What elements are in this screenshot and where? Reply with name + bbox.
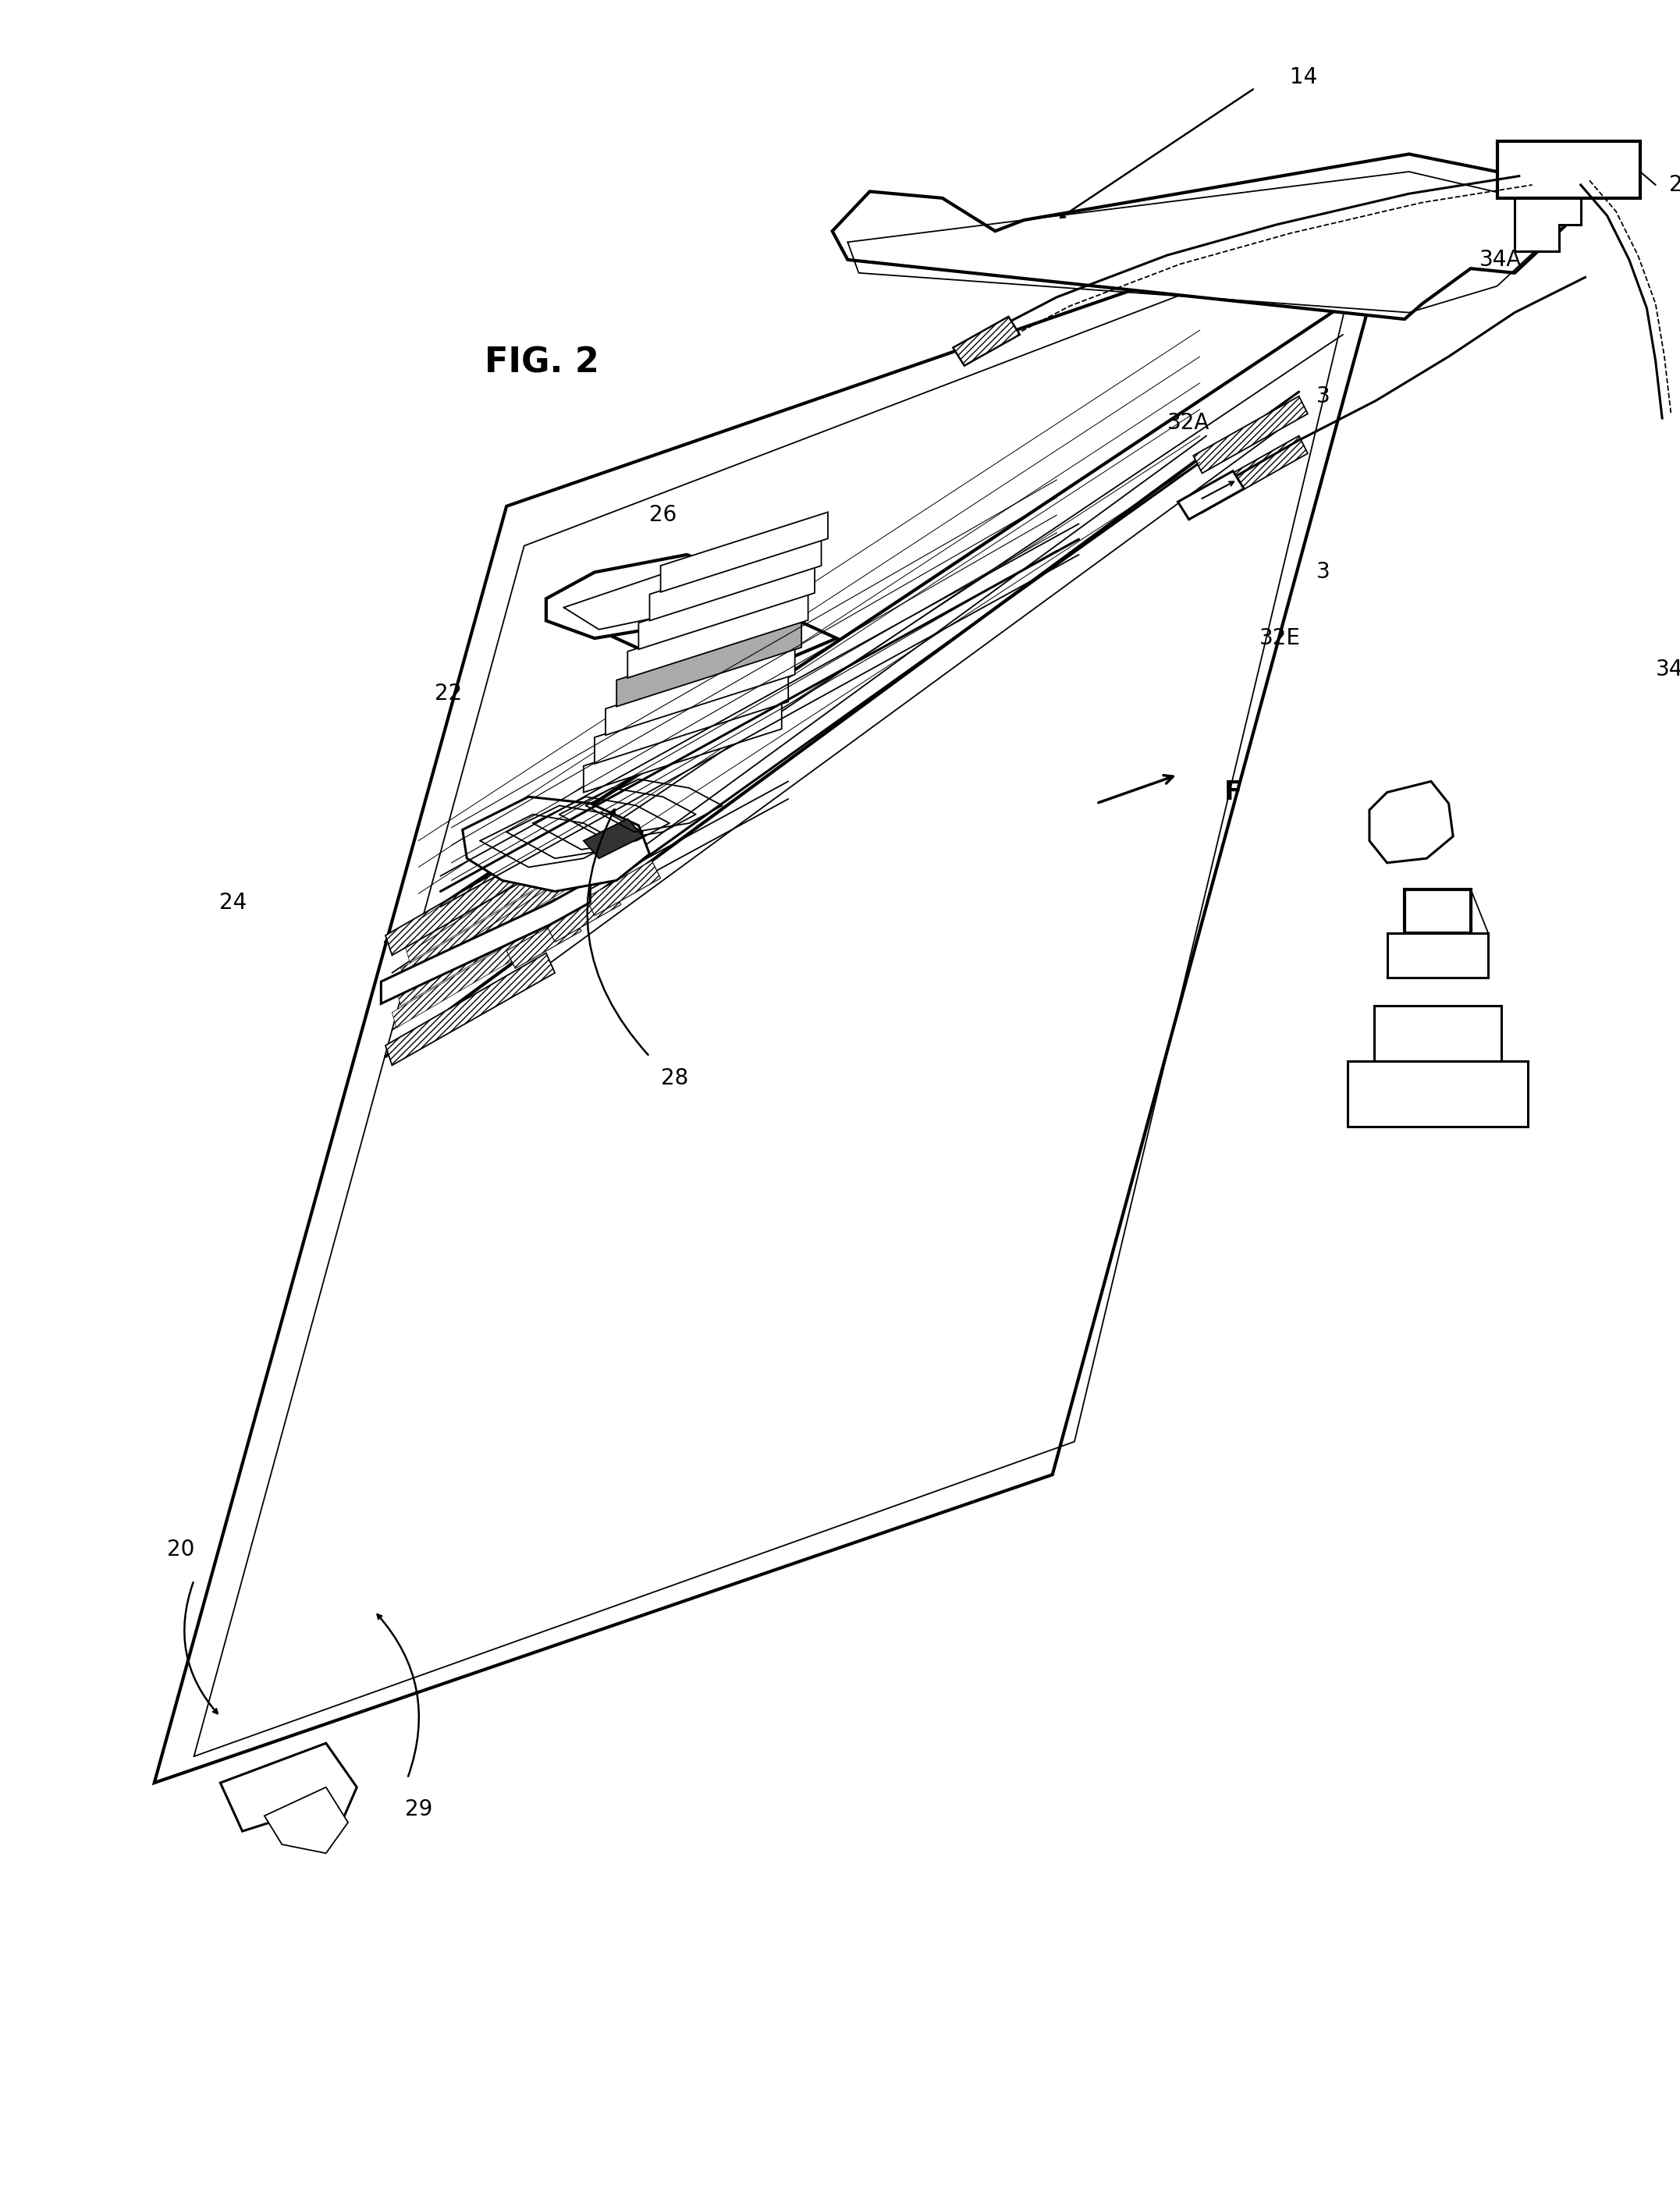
Polygon shape bbox=[832, 154, 1581, 319]
Text: 14: 14 bbox=[1290, 66, 1317, 88]
Polygon shape bbox=[638, 566, 815, 649]
Polygon shape bbox=[220, 1743, 356, 1838]
Polygon shape bbox=[953, 317, 1020, 365]
Text: F: F bbox=[1225, 779, 1242, 806]
Polygon shape bbox=[605, 647, 795, 735]
Polygon shape bbox=[1193, 436, 1307, 513]
Polygon shape bbox=[568, 568, 837, 687]
Text: 34E: 34E bbox=[1655, 658, 1680, 680]
Polygon shape bbox=[595, 676, 788, 764]
Polygon shape bbox=[660, 513, 828, 592]
Text: 20: 20 bbox=[166, 1538, 195, 1561]
Polygon shape bbox=[1369, 781, 1453, 863]
Polygon shape bbox=[1178, 471, 1243, 519]
Polygon shape bbox=[617, 621, 801, 707]
Polygon shape bbox=[1347, 1061, 1527, 1127]
Polygon shape bbox=[650, 539, 822, 621]
Polygon shape bbox=[391, 920, 554, 1028]
Text: 26: 26 bbox=[650, 504, 677, 526]
Text: 3: 3 bbox=[1317, 561, 1331, 583]
Polygon shape bbox=[462, 797, 650, 891]
Text: 22: 22 bbox=[435, 682, 462, 704]
Polygon shape bbox=[381, 880, 590, 1004]
Polygon shape bbox=[396, 898, 559, 1006]
Polygon shape bbox=[405, 854, 568, 962]
Text: 24: 24 bbox=[220, 891, 247, 913]
Polygon shape bbox=[385, 953, 554, 1065]
Polygon shape bbox=[402, 876, 564, 984]
Text: 27: 27 bbox=[1668, 174, 1680, 196]
Text: 3: 3 bbox=[1317, 385, 1331, 407]
Text: FIG. 2: FIG. 2 bbox=[484, 346, 600, 381]
Polygon shape bbox=[1193, 396, 1307, 473]
Polygon shape bbox=[628, 594, 808, 678]
Polygon shape bbox=[546, 555, 749, 638]
Text: 28: 28 bbox=[660, 1067, 689, 1089]
Polygon shape bbox=[1404, 889, 1470, 933]
Polygon shape bbox=[1515, 198, 1581, 251]
Polygon shape bbox=[953, 317, 1020, 365]
Polygon shape bbox=[586, 861, 660, 916]
Text: 32A: 32A bbox=[1168, 412, 1210, 434]
Polygon shape bbox=[1497, 141, 1640, 198]
Polygon shape bbox=[385, 843, 554, 955]
Text: 34A: 34A bbox=[1480, 249, 1522, 271]
Text: 29: 29 bbox=[405, 1798, 432, 1820]
Text: 32E: 32E bbox=[1260, 627, 1300, 649]
Polygon shape bbox=[155, 198, 1398, 1783]
Polygon shape bbox=[583, 819, 643, 858]
Polygon shape bbox=[583, 702, 781, 792]
Polygon shape bbox=[1388, 933, 1488, 977]
Polygon shape bbox=[506, 913, 581, 968]
Polygon shape bbox=[546, 887, 622, 942]
Polygon shape bbox=[1374, 1006, 1502, 1061]
Polygon shape bbox=[264, 1787, 348, 1853]
